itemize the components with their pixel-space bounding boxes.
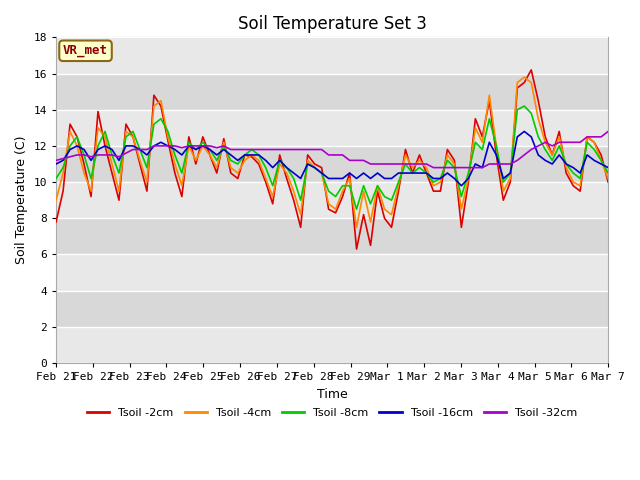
Bar bbox=[56, 110, 608, 146]
Bar bbox=[56, 327, 608, 363]
Bar bbox=[56, 146, 608, 182]
X-axis label: Time: Time bbox=[317, 388, 348, 401]
Bar bbox=[56, 182, 608, 218]
Bar bbox=[56, 254, 608, 291]
Title: Soil Temperature Set 3: Soil Temperature Set 3 bbox=[237, 15, 426, 33]
Legend: Tsoil -2cm, Tsoil -4cm, Tsoil -8cm, Tsoil -16cm, Tsoil -32cm: Tsoil -2cm, Tsoil -4cm, Tsoil -8cm, Tsoi… bbox=[83, 404, 582, 422]
Bar bbox=[56, 218, 608, 254]
Bar bbox=[56, 37, 608, 73]
Y-axis label: Soil Temperature (C): Soil Temperature (C) bbox=[15, 136, 28, 264]
Text: VR_met: VR_met bbox=[63, 44, 108, 57]
Bar bbox=[56, 73, 608, 110]
Bar bbox=[56, 291, 608, 327]
